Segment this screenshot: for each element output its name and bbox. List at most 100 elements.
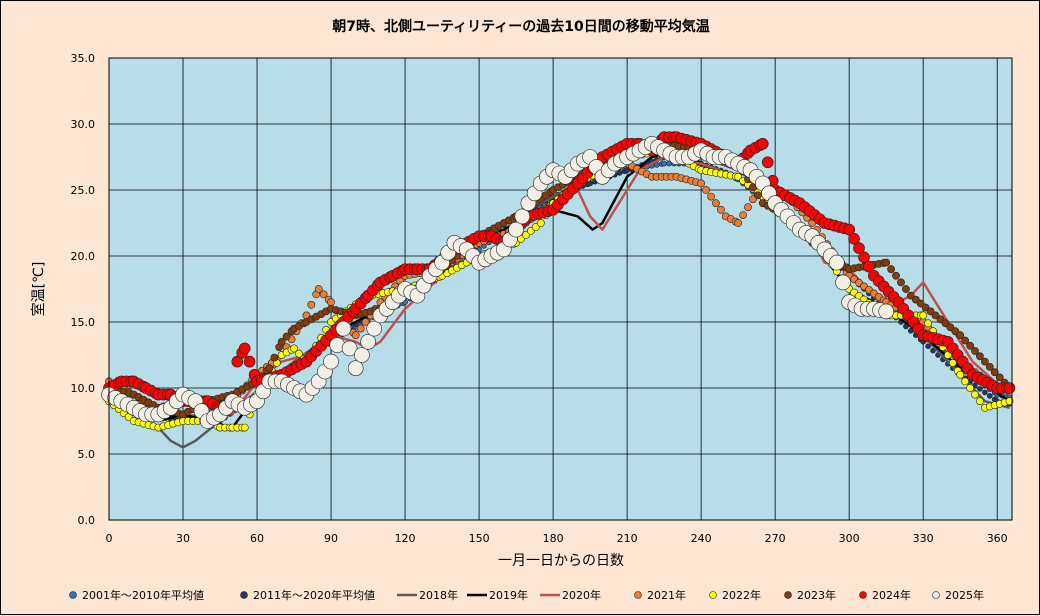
- data-point: [351, 331, 360, 340]
- data-point: [238, 342, 251, 355]
- data-point: [1005, 397, 1014, 406]
- data-point: [624, 167, 630, 173]
- data-point: [290, 344, 298, 353]
- data-point: [240, 423, 249, 432]
- data-point: [843, 223, 856, 236]
- data-point: [971, 390, 979, 399]
- x-tick-label: 360: [987, 532, 1008, 545]
- data-point: [341, 340, 358, 357]
- x-tick-label: 120: [395, 532, 416, 545]
- legend-item: 2025年: [932, 588, 984, 602]
- plot-border: [108, 57, 1013, 521]
- data-point: [295, 349, 303, 358]
- data-point: [982, 389, 988, 396]
- data-point: [702, 186, 710, 194]
- data-point: [1003, 382, 1016, 394]
- data-point: [307, 300, 316, 309]
- y-tick-label: 30.0: [71, 118, 96, 131]
- x-tick-label: 90: [324, 532, 338, 545]
- x-tick-label: 60: [250, 532, 264, 545]
- data-point: [514, 208, 531, 225]
- data-point: [925, 343, 931, 350]
- data-point: [882, 258, 891, 267]
- data-point: [744, 203, 752, 212]
- legend-swatch: [784, 591, 792, 599]
- data-point: [277, 337, 286, 346]
- data-point: [616, 170, 623, 176]
- data-point: [366, 320, 383, 337]
- data-point: [717, 205, 725, 214]
- data-point: [995, 373, 1004, 382]
- data-point: [853, 242, 865, 254]
- data-point: [508, 221, 524, 238]
- data-point: [707, 192, 715, 201]
- data-point: [761, 156, 774, 169]
- data-point: [712, 199, 720, 208]
- data-point: [848, 233, 860, 245]
- x-tick-label: 150: [469, 532, 490, 545]
- data-point: [956, 370, 965, 379]
- y-tick-label: 10.0: [71, 382, 96, 395]
- x-tick-label: 0: [106, 532, 113, 545]
- data-point: [354, 347, 370, 363]
- legend-label: 2018年: [419, 588, 458, 602]
- x-tick-label: 210: [617, 532, 638, 545]
- data-point: [897, 278, 905, 287]
- data-point: [282, 332, 291, 341]
- data-point: [985, 362, 994, 371]
- data-point: [948, 358, 957, 367]
- data-point: [828, 254, 845, 271]
- data-point: [887, 265, 895, 274]
- data-point: [961, 377, 969, 386]
- legend-item: 2011年～2020年平均値: [240, 588, 375, 602]
- x-tick-label: 180: [543, 532, 564, 545]
- legend-item: 2001年～2010年平均値: [69, 588, 204, 602]
- x-tick-label: 300: [839, 532, 860, 545]
- data-point: [919, 311, 928, 320]
- y-tick-label: 25.0: [71, 184, 96, 197]
- data-point: [878, 303, 895, 320]
- data-point: [734, 219, 742, 227]
- legend-swatch: [859, 591, 867, 599]
- data-point: [858, 251, 870, 264]
- data-point: [902, 285, 910, 293]
- data-point: [270, 353, 279, 362]
- legend-label: 2001年～2010年平均値: [82, 588, 204, 602]
- data-point: [265, 364, 274, 373]
- legend: 2001年～2010年平均値 2011年～2020年平均値 2018年 2019年 20…: [69, 588, 984, 602]
- x-axis-label: 一月一日からの日数: [498, 553, 624, 569]
- chart-title: 朝7時、北側ユーティリティーの過去10日間の移動平均気温: [332, 18, 710, 35]
- data-point: [361, 318, 370, 326]
- legend-label: 2025年: [945, 588, 984, 602]
- data-point: [323, 353, 339, 370]
- data-point: [966, 384, 974, 392]
- legend-item: 2024年: [859, 588, 911, 602]
- data-point: [971, 347, 979, 355]
- data-point: [930, 347, 936, 354]
- y-tick-label: 15.0: [71, 316, 96, 329]
- data-point: [697, 179, 705, 188]
- legend-item: 2019年: [467, 588, 528, 602]
- data-point: [335, 320, 352, 337]
- legend-swatch: [634, 591, 642, 599]
- x-tick-label: 330: [913, 532, 934, 545]
- x-tick-label: 270: [765, 532, 786, 545]
- data-point: [356, 324, 365, 333]
- data-point: [956, 331, 965, 340]
- legend-label: 2011年～2020年平均値: [253, 588, 375, 602]
- data-point: [981, 357, 989, 366]
- legend-label: 2022年: [722, 588, 761, 602]
- legend-swatch: [240, 591, 248, 599]
- data-point: [360, 333, 376, 350]
- data-point: [976, 397, 984, 406]
- data-point: [990, 368, 999, 377]
- data-point: [986, 393, 993, 399]
- data-point: [319, 290, 328, 299]
- x-tick-label: 30: [176, 532, 190, 545]
- data-point: [754, 191, 762, 200]
- data-point: [347, 360, 364, 377]
- legend-label: 2024年: [872, 588, 911, 602]
- data-point: [966, 341, 974, 350]
